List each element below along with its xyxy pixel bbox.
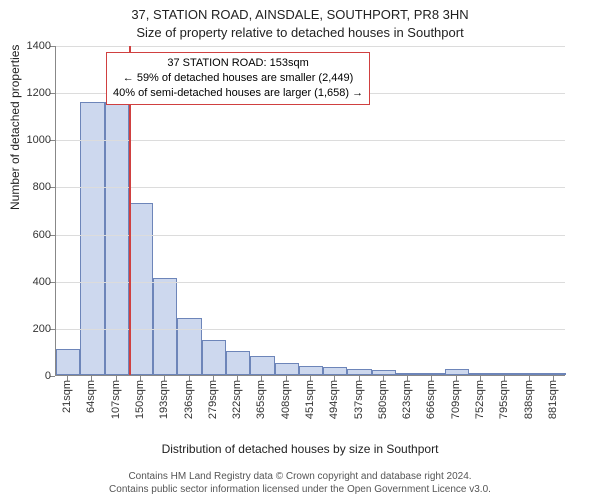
gridline (56, 235, 565, 236)
histogram-bar (250, 356, 274, 375)
histogram-bar (542, 373, 566, 375)
histogram-bar (275, 363, 299, 375)
x-tick-label: 838sqm (523, 380, 535, 419)
histogram-bar (445, 369, 469, 375)
x-tick-label: 752sqm (474, 380, 486, 419)
x-tick-label: 21sqm (61, 380, 73, 413)
chart-title-line1: 37, STATION ROAD, AINSDALE, SOUTHPORT, P… (0, 6, 600, 24)
histogram-bar (153, 278, 177, 375)
x-tick-label: 881sqm (547, 380, 559, 419)
histogram-bar (372, 370, 396, 375)
histogram-bar (469, 373, 493, 375)
histogram-bar (105, 102, 129, 375)
x-tick-label: 322sqm (231, 380, 243, 419)
y-tick-label: 400 (11, 276, 51, 288)
x-tick-label: 150sqm (134, 380, 146, 419)
gridline (56, 140, 565, 141)
footer-line-2: Contains public sector information licen… (0, 484, 600, 497)
gridline (56, 282, 565, 283)
histogram-bar (80, 102, 104, 375)
histogram-bar (396, 373, 420, 375)
y-tick-label: 800 (11, 181, 51, 193)
histogram-bar (56, 349, 80, 375)
x-tick-label: 236sqm (183, 380, 195, 419)
x-tick-label: 709sqm (450, 380, 462, 419)
x-tick-label: 451sqm (304, 380, 316, 419)
y-tick-label: 1400 (11, 40, 51, 52)
plot-area: 37 STATION ROAD: 153sqm ← 59% of detache… (55, 46, 565, 376)
callout-line-1: 37 STATION ROAD: 153sqm (113, 56, 363, 71)
histogram-bar (177, 318, 201, 375)
x-tick-label: 64sqm (85, 380, 97, 413)
y-tick-label: 600 (11, 229, 51, 241)
x-tick-label: 795sqm (498, 380, 510, 419)
x-tick-label: 193sqm (158, 380, 170, 419)
histogram-bar (517, 373, 541, 375)
chart-title-block: 37, STATION ROAD, AINSDALE, SOUTHPORT, P… (0, 0, 600, 41)
footer-line-1: Contains HM Land Registry data © Crown c… (0, 471, 600, 484)
callout-line-2: ← 59% of detached houses are smaller (2,… (113, 71, 363, 86)
x-tick-label: 107sqm (110, 380, 122, 419)
chart-title-line2: Size of property relative to detached ho… (0, 24, 600, 42)
x-tick-label: 408sqm (280, 380, 292, 419)
y-tick-label: 1200 (11, 87, 51, 99)
histogram-bar (493, 373, 517, 375)
gridline (56, 329, 565, 330)
x-tick-label: 279sqm (207, 380, 219, 419)
callout-line-3: 40% of semi-detached houses are larger (… (113, 86, 363, 101)
histogram-bar (347, 369, 371, 375)
x-tick-label: 537sqm (353, 380, 365, 419)
histogram-bar (323, 367, 347, 375)
y-tick-label: 1000 (11, 134, 51, 146)
x-tick-label: 623sqm (401, 380, 413, 419)
x-axis-title: Distribution of detached houses by size … (0, 442, 600, 456)
x-tick-label: 666sqm (425, 380, 437, 419)
histogram-bar (299, 366, 323, 375)
x-tick-label: 365sqm (255, 380, 267, 419)
gridline (56, 187, 565, 188)
gridline (56, 46, 565, 47)
y-tick-label: 200 (11, 323, 51, 335)
y-tick-label: 0 (11, 370, 51, 382)
histogram-bar (420, 373, 444, 375)
chart-area: 37 STATION ROAD: 153sqm ← 59% of detache… (55, 46, 565, 406)
histogram-bar (226, 351, 250, 375)
x-tick-label: 494sqm (328, 380, 340, 419)
footer: Contains HM Land Registry data © Crown c… (0, 471, 600, 496)
histogram-bar (202, 340, 226, 375)
x-tick-label: 580sqm (377, 380, 389, 419)
histogram-bar (129, 203, 153, 375)
callout-box: 37 STATION ROAD: 153sqm ← 59% of detache… (106, 52, 370, 105)
